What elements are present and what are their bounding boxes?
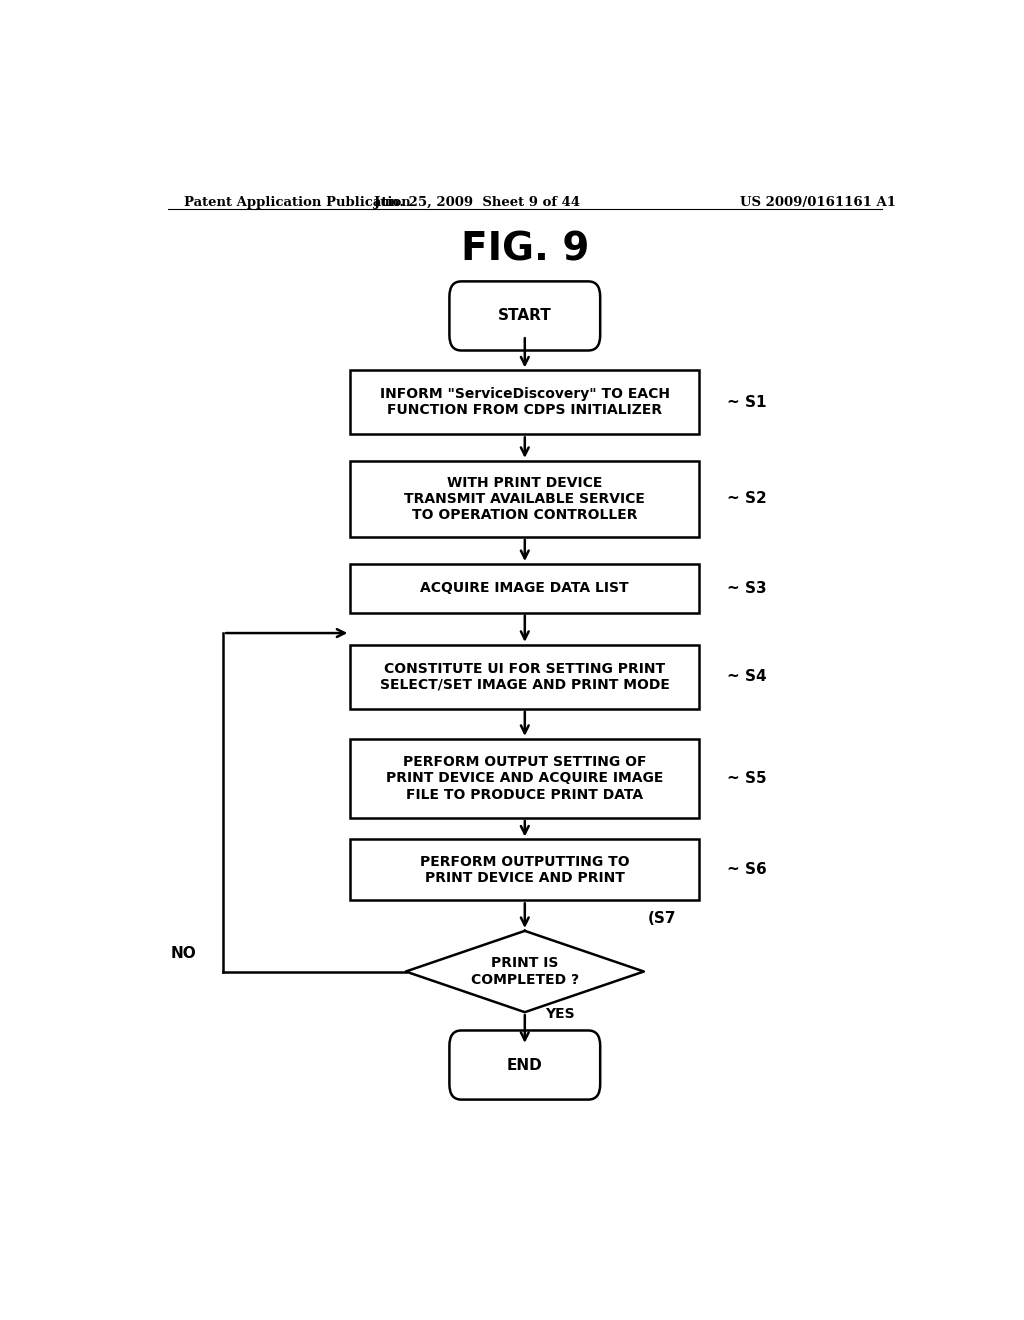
- Text: WITH PRINT DEVICE
TRANSMIT AVAILABLE SERVICE
TO OPERATION CONTROLLER: WITH PRINT DEVICE TRANSMIT AVAILABLE SER…: [404, 475, 645, 523]
- FancyBboxPatch shape: [450, 281, 600, 351]
- Text: (S7: (S7: [648, 911, 676, 925]
- Bar: [350, 644, 699, 709]
- Bar: [350, 739, 699, 818]
- Bar: [350, 371, 699, 434]
- Text: ~ S6: ~ S6: [727, 862, 767, 878]
- Text: START: START: [498, 309, 552, 323]
- Text: FIG. 9: FIG. 9: [461, 231, 589, 269]
- Text: US 2009/0161161 A1: US 2009/0161161 A1: [740, 195, 896, 209]
- Text: ACQUIRE IMAGE DATA LIST: ACQUIRE IMAGE DATA LIST: [421, 581, 629, 595]
- Text: CONSTITUTE UI FOR SETTING PRINT
SELECT/SET IMAGE AND PRINT MODE: CONSTITUTE UI FOR SETTING PRINT SELECT/S…: [380, 661, 670, 692]
- Bar: [350, 461, 699, 537]
- FancyBboxPatch shape: [450, 1031, 600, 1100]
- Text: END: END: [507, 1057, 543, 1073]
- Text: Patent Application Publication: Patent Application Publication: [183, 195, 411, 209]
- Text: ~ S5: ~ S5: [727, 771, 767, 785]
- Bar: [350, 564, 699, 612]
- Text: Jun. 25, 2009  Sheet 9 of 44: Jun. 25, 2009 Sheet 9 of 44: [374, 195, 581, 209]
- Bar: [350, 840, 699, 900]
- Text: ~ S4: ~ S4: [727, 669, 767, 684]
- Text: NO: NO: [171, 945, 197, 961]
- Text: PERFORM OUTPUTTING TO
PRINT DEVICE AND PRINT: PERFORM OUTPUTTING TO PRINT DEVICE AND P…: [420, 855, 630, 884]
- Text: PRINT IS
COMPLETED ?: PRINT IS COMPLETED ?: [471, 957, 579, 986]
- Text: PERFORM OUTPUT SETTING OF
PRINT DEVICE AND ACQUIRE IMAGE
FILE TO PRODUCE PRINT D: PERFORM OUTPUT SETTING OF PRINT DEVICE A…: [386, 755, 664, 801]
- Text: INFORM "ServiceDiscovery" TO EACH
FUNCTION FROM CDPS INITIALIZER: INFORM "ServiceDiscovery" TO EACH FUNCTI…: [380, 387, 670, 417]
- Text: ~ S1: ~ S1: [727, 395, 767, 409]
- Text: YES: YES: [545, 1007, 574, 1020]
- Text: ~ S3: ~ S3: [727, 581, 767, 595]
- Text: ~ S2: ~ S2: [727, 491, 767, 507]
- Polygon shape: [406, 931, 644, 1012]
